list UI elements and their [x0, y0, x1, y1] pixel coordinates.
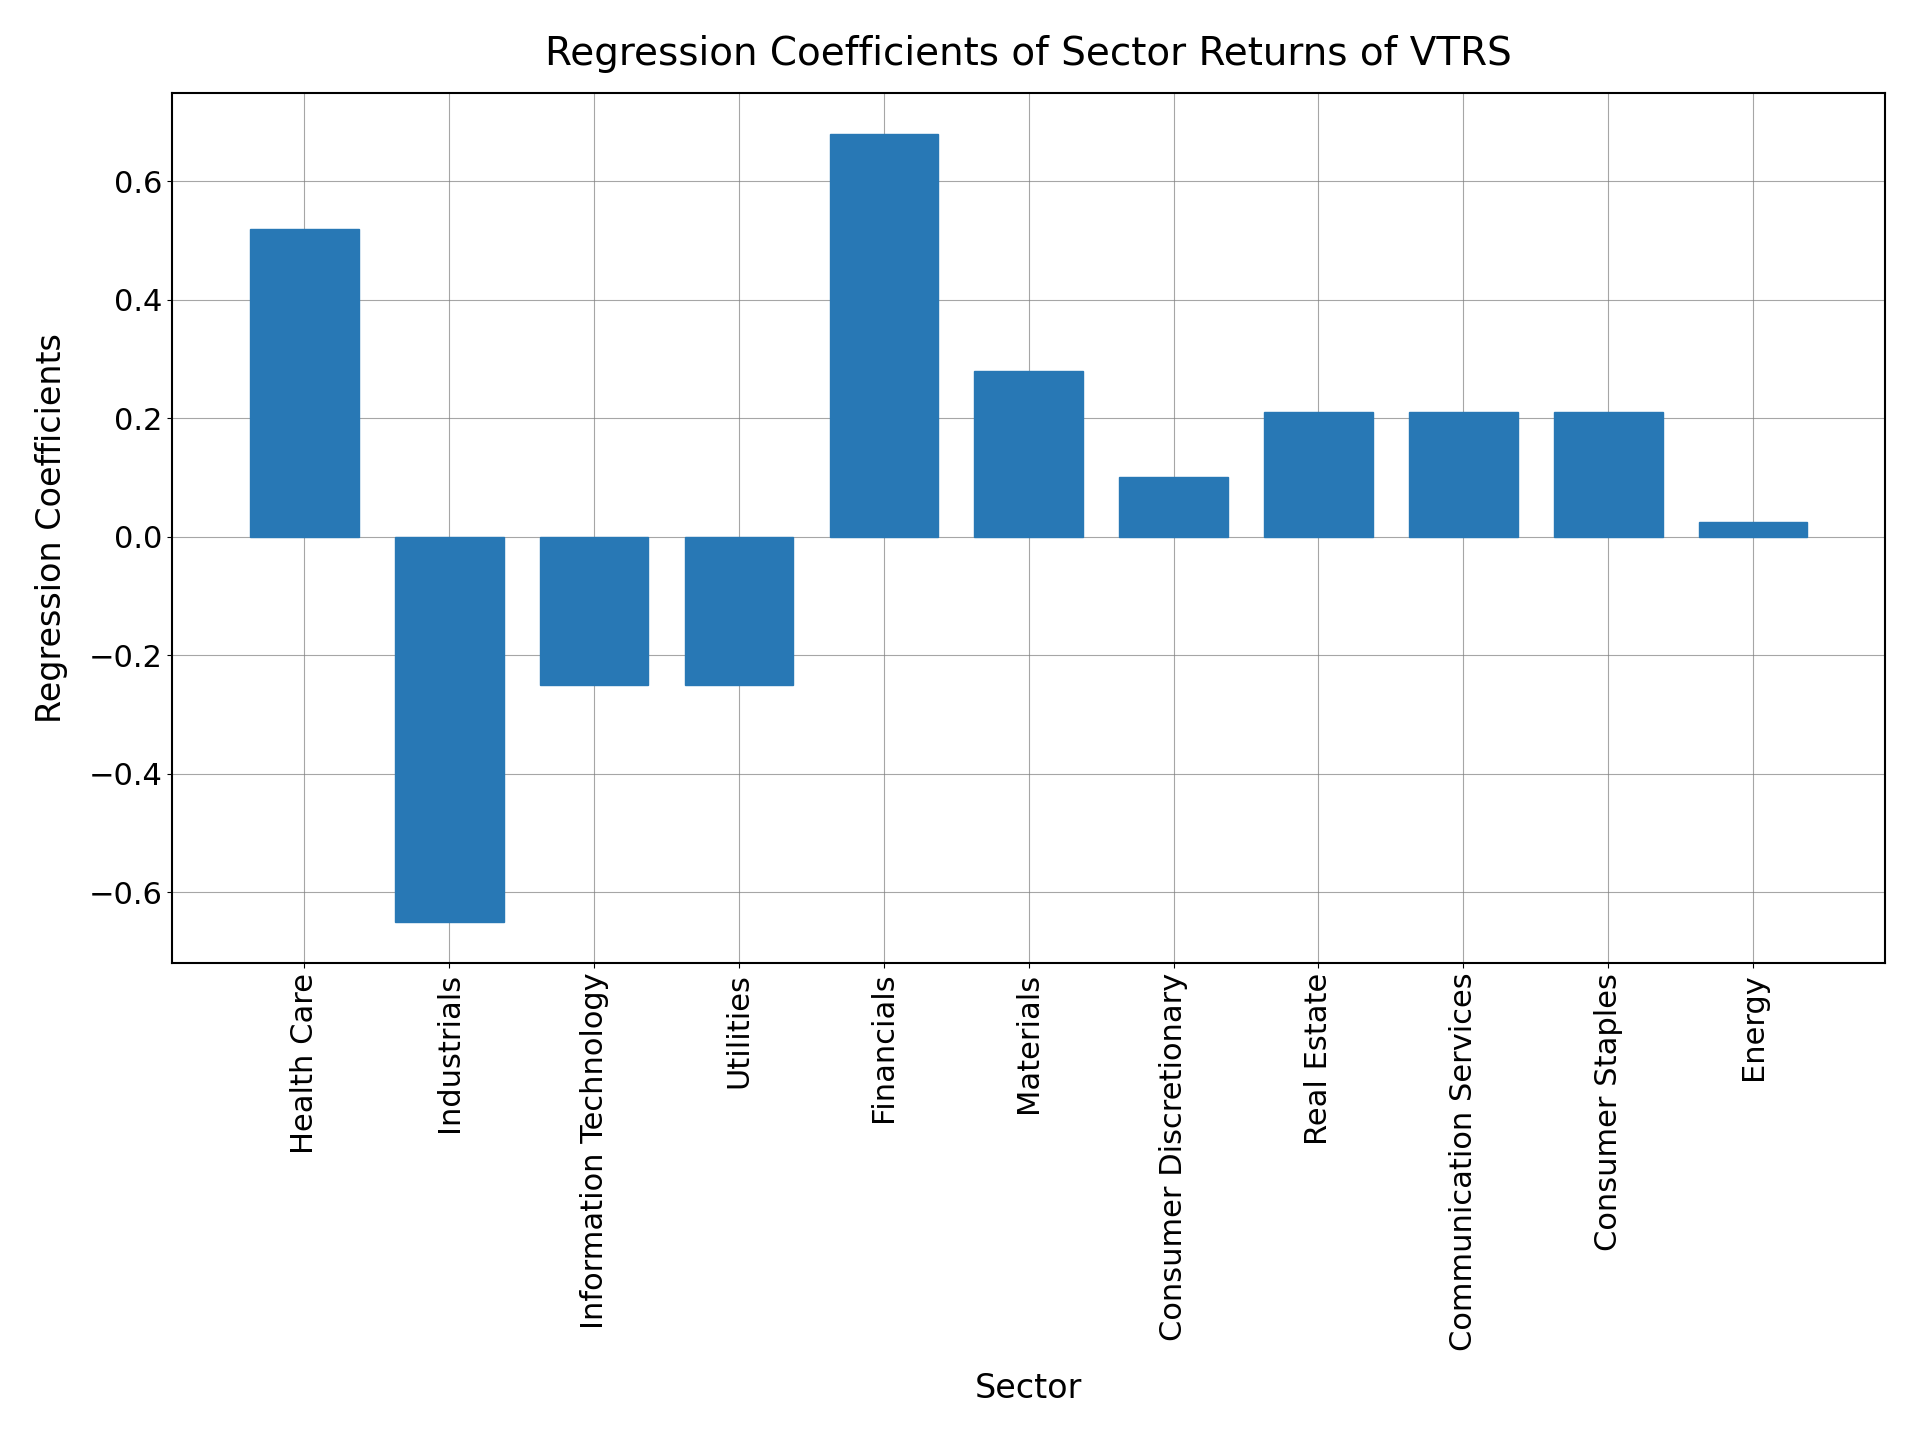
- Title: Regression Coefficients of Sector Returns of VTRS: Regression Coefficients of Sector Return…: [545, 35, 1513, 73]
- Bar: [1119, 478, 1229, 537]
- Bar: [1553, 412, 1663, 537]
- Bar: [829, 134, 939, 537]
- Bar: [685, 537, 793, 685]
- Bar: [540, 537, 649, 685]
- Bar: [1263, 412, 1373, 537]
- Y-axis label: Regression Coefficients: Regression Coefficients: [35, 333, 67, 723]
- Bar: [250, 229, 359, 537]
- Bar: [1699, 521, 1807, 537]
- X-axis label: Sector: Sector: [975, 1372, 1083, 1405]
- Bar: [973, 372, 1083, 537]
- Bar: [1409, 412, 1517, 537]
- Bar: [396, 537, 503, 922]
